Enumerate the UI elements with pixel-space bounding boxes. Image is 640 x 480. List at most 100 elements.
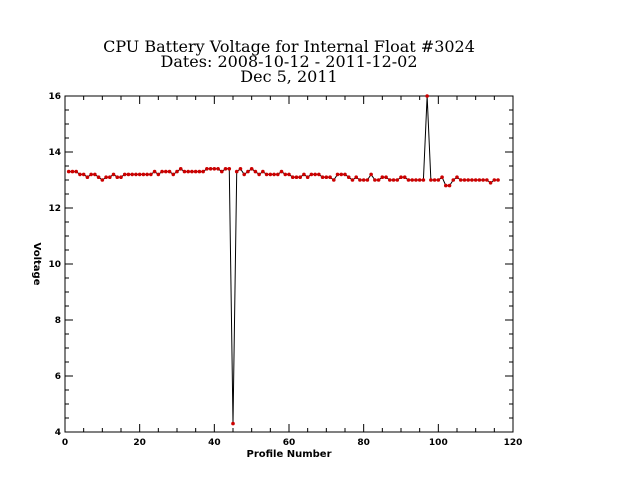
data-point [190,169,194,174]
data-point [171,172,176,177]
data-point [119,175,123,179]
chart-title-line-3: Dec 5, 2011 [240,67,337,86]
data-point [358,178,362,182]
data-point [122,172,127,177]
data-point [238,167,243,171]
data-point [290,175,295,179]
data-point [130,172,134,177]
data-point [283,172,288,177]
data-point [343,172,347,177]
data-point [302,172,306,177]
data-point [85,175,90,179]
data-point [391,178,396,182]
y-tick-label: 14 [48,148,61,158]
data-point [447,183,452,188]
data-series [66,94,500,426]
chart-title: CPU Battery Voltage for Internal Float #… [103,37,475,86]
data-point [354,175,359,179]
data-point [305,175,310,179]
data-point [104,175,108,179]
data-point [444,183,448,188]
data-point [186,169,190,174]
x-tick-label: 120 [504,438,523,448]
data-point [257,172,261,177]
data-point [339,172,344,177]
data-point [328,175,332,179]
data-point [410,178,415,182]
x-tick-label: 0 [62,438,68,448]
data-point [287,172,291,177]
data-point [298,175,303,179]
data-point [242,172,246,177]
data-point [197,169,202,174]
data-point [141,172,146,177]
data-point [193,169,198,174]
data-point [227,167,232,171]
y-tick-label: 12 [48,204,61,214]
data-point [313,172,317,177]
data-point [361,178,366,182]
data-point [134,172,138,177]
data-point [395,178,400,182]
axes: 0 20 40 60 80 100 120 4 6 8 10 12 14 16 [48,92,522,448]
data-point [317,172,321,177]
data-point [421,178,426,182]
data-point [481,178,485,182]
data-point [432,178,437,182]
data-point [320,175,325,179]
x-tick-label: 40 [208,438,221,448]
data-point [429,178,433,182]
x-tick-label: 100 [429,438,448,448]
data-point [294,175,299,179]
data-point [89,172,93,177]
data-point [182,169,187,174]
data-point [205,167,209,171]
data-point [249,167,254,171]
y-tick-label: 4 [55,428,61,438]
data-point [414,178,418,182]
data-point [96,175,101,179]
data-point [406,178,411,182]
data-point [81,172,86,177]
data-point [485,178,489,182]
data-point [477,178,482,182]
data-point [425,94,429,98]
data-point [492,178,497,182]
data-point [466,178,471,182]
data-point [309,172,314,177]
data-point [253,169,258,174]
data-point [455,175,459,179]
data-point [216,167,220,171]
data-point [201,169,205,174]
data-point [246,169,250,174]
chart-title-line-2: Dates: 2008-10-12 - 2011-12-02 [160,52,417,71]
data-point [417,178,422,182]
data-point [156,172,161,177]
data-point [462,178,467,182]
data-point [100,178,105,182]
data-point [126,172,131,177]
data-point [264,172,269,177]
data-point [436,178,441,182]
data-point [335,172,340,177]
data-point [324,175,329,179]
plot-frame [64,95,514,433]
data-point [268,172,273,177]
data-point [160,169,164,174]
data-point [223,167,228,171]
data-point [272,172,276,177]
x-tick-label: 20 [133,438,146,448]
data-point [451,178,456,182]
data-point [488,181,493,185]
data-point [399,175,403,179]
y-tick-label: 10 [48,260,61,270]
data-point [470,178,474,182]
y-tick-label: 16 [48,92,61,102]
data-point [350,178,355,182]
data-point [212,167,217,171]
data-point [66,169,71,174]
data-point [388,178,392,182]
x-tick-label: 60 [283,438,296,448]
y-tick-label: 8 [55,316,61,326]
